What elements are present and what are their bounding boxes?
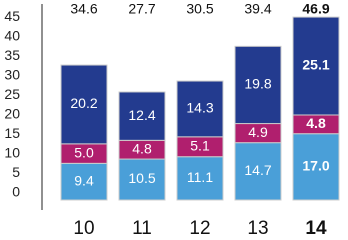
y-tick-label: 10 <box>4 145 20 161</box>
x-tick-label: 10 <box>73 218 94 239</box>
bar-segment <box>234 142 282 201</box>
bar-segment <box>118 91 166 141</box>
bar-segment <box>292 16 340 116</box>
bar-segment <box>176 80 224 138</box>
bar-segment <box>60 162 108 201</box>
y-tick-label: 45 <box>4 8 20 24</box>
total-label: 27.7 <box>128 1 155 17</box>
segment-label: 4.8 <box>132 140 152 156</box>
total-label: 30.5 <box>186 1 213 17</box>
segment-label: 4.9 <box>248 124 268 140</box>
total-label: 46.9 <box>302 1 329 17</box>
y-tick-label: 20 <box>4 106 20 122</box>
y-tick-label: 15 <box>4 125 20 141</box>
segment-label: 12.4 <box>128 107 155 123</box>
segment-label: 14.3 <box>186 100 213 116</box>
bar-segment <box>234 45 282 125</box>
y-tick-label: 30 <box>4 67 20 83</box>
segment-label: 5.1 <box>190 137 210 153</box>
total-label: 34.6 <box>70 1 97 17</box>
y-tick-label: 40 <box>4 28 20 44</box>
y-tick-label: 35 <box>4 47 20 63</box>
total-label: 39.4 <box>244 1 271 17</box>
bar-segment <box>60 64 108 145</box>
bar-segment <box>292 133 340 201</box>
segment-label: 9.4 <box>74 172 94 188</box>
y-tick-label: 0 <box>12 184 20 200</box>
x-tick-label: 14 <box>305 218 327 239</box>
x-tick-label: 12 <box>189 218 210 239</box>
segment-label: 14.7 <box>244 162 271 178</box>
segment-label: 10.5 <box>128 170 155 186</box>
segment-label: 4.8 <box>306 115 326 131</box>
segment-label: 25.1 <box>302 57 329 73</box>
bar-segment <box>176 156 224 201</box>
segment-label: 20.2 <box>70 95 97 111</box>
y-tick-label: 25 <box>4 86 20 102</box>
x-tick-label: 13 <box>247 218 268 239</box>
segment-label: 17.0 <box>302 158 329 174</box>
segment-label: 19.8 <box>244 76 271 92</box>
segment-label: 11.1 <box>187 169 213 185</box>
segment-label: 5.0 <box>74 144 94 160</box>
x-tick-label: 11 <box>132 218 152 239</box>
y-tick-label: 5 <box>12 164 20 180</box>
